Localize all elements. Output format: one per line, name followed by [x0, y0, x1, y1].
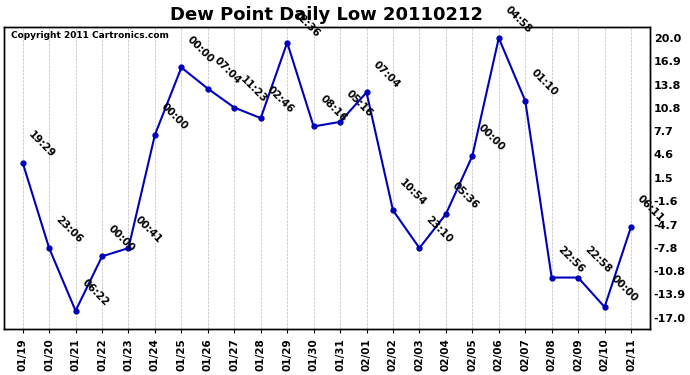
Text: 02:46: 02:46 — [265, 85, 295, 116]
Text: 05:16: 05:16 — [344, 88, 375, 119]
Text: 01:10: 01:10 — [529, 68, 560, 98]
Text: 12:36: 12:36 — [291, 9, 322, 40]
Title: Dew Point Daily Low 20110212: Dew Point Daily Low 20110212 — [170, 6, 484, 24]
Text: 06:11: 06:11 — [635, 194, 666, 224]
Text: 04:58: 04:58 — [503, 4, 533, 35]
Text: 11:23: 11:23 — [239, 74, 269, 105]
Text: 00:41: 00:41 — [132, 215, 164, 245]
Text: 23:06: 23:06 — [53, 215, 83, 245]
Text: 00:00: 00:00 — [186, 34, 216, 65]
Text: 07:04: 07:04 — [371, 59, 402, 90]
Text: 07:04: 07:04 — [212, 55, 243, 86]
Text: 19:29: 19:29 — [27, 130, 57, 160]
Text: 08:16: 08:16 — [318, 93, 348, 124]
Text: 00:00: 00:00 — [159, 102, 190, 132]
Text: 06:22: 06:22 — [80, 278, 110, 308]
Text: Copyright 2011 Cartronics.com: Copyright 2011 Cartronics.com — [10, 31, 168, 40]
Text: 10:54: 10:54 — [397, 177, 428, 207]
Text: 22:56: 22:56 — [556, 244, 586, 275]
Text: 00:00: 00:00 — [106, 223, 137, 254]
Text: 22:58: 22:58 — [582, 244, 613, 275]
Text: 00:00: 00:00 — [609, 274, 639, 304]
Text: 23:10: 23:10 — [424, 215, 454, 245]
Text: 05:36: 05:36 — [450, 181, 480, 211]
Text: 00:00: 00:00 — [477, 123, 507, 153]
